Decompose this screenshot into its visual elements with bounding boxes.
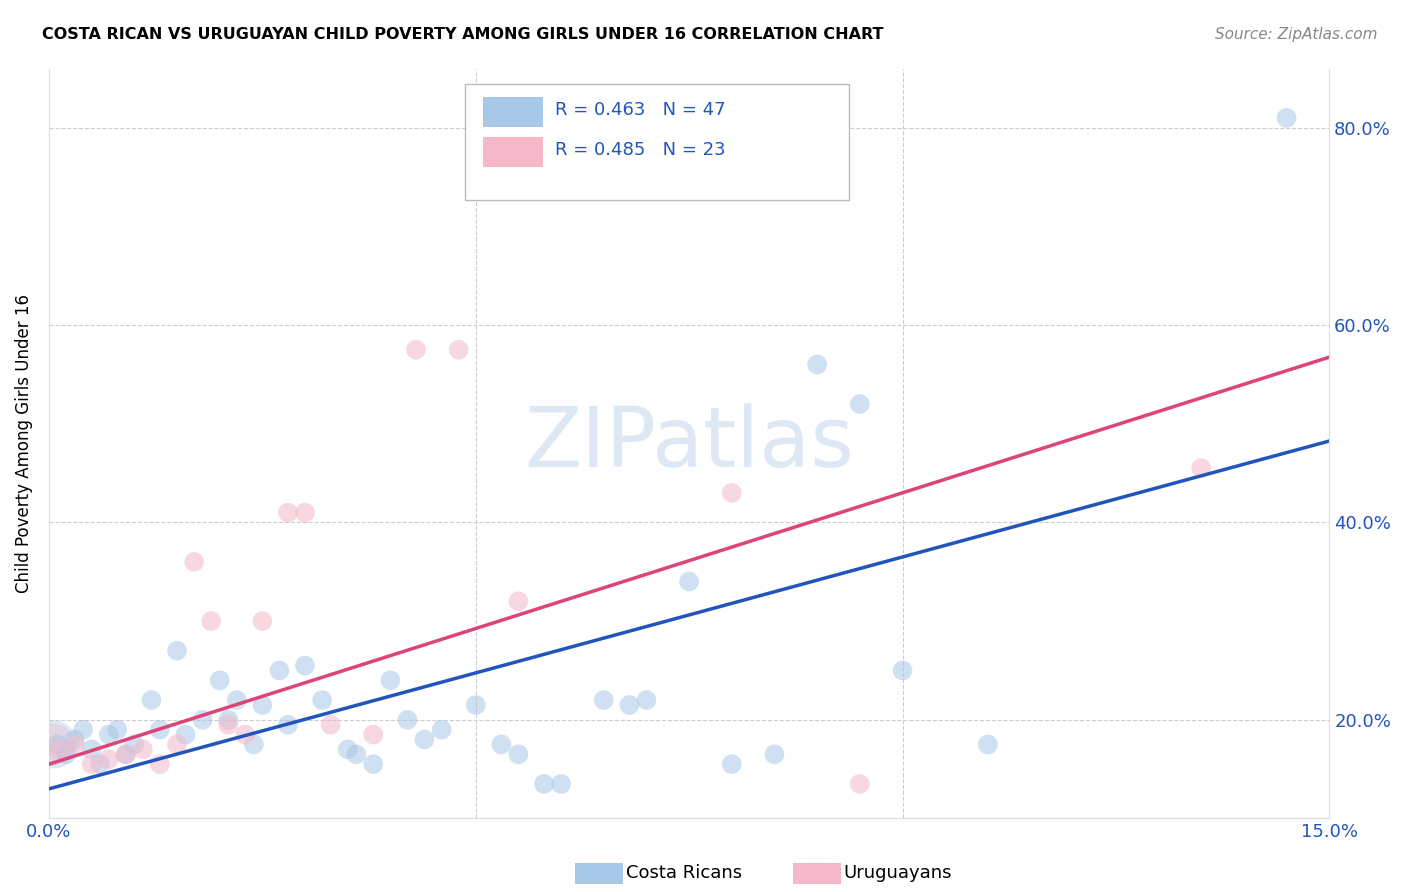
Point [763,747,786,762]
Point [132,742,155,756]
Point [977,738,1000,752]
Point [1275,111,1298,125]
Point [294,506,316,520]
Point [592,693,614,707]
Point [124,738,146,752]
Point [491,738,513,752]
FancyBboxPatch shape [465,84,849,200]
Point [105,723,128,737]
Point [891,664,914,678]
Point [508,747,530,762]
Point [149,723,172,737]
Point [678,574,700,589]
Point [63,732,86,747]
Point [277,717,299,731]
Point [200,614,222,628]
Point [42,738,65,752]
Point [380,673,402,688]
Point [806,358,828,372]
Point [46,742,69,756]
Point [849,397,872,411]
Point [114,747,136,762]
Point [252,698,274,712]
Y-axis label: Child Poverty Among Girls Under 16: Child Poverty Among Girls Under 16 [15,294,32,593]
Text: COSTA RICAN VS URUGUAYAN CHILD POVERTY AMONG GIRLS UNDER 16 CORRELATION CHART: COSTA RICAN VS URUGUAYAN CHILD POVERTY A… [42,27,884,42]
Point [405,343,427,357]
Point [396,713,419,727]
Text: R = 0.463   N = 47: R = 0.463 N = 47 [555,101,725,119]
Point [619,698,641,712]
Text: Uruguayans: Uruguayans [844,864,952,882]
Point [233,728,256,742]
Text: ZIPatlas: ZIPatlas [524,403,853,484]
Point [277,506,299,520]
Point [80,742,103,756]
Point [191,713,214,727]
Point [363,757,385,772]
Point [336,742,359,756]
FancyBboxPatch shape [484,97,543,127]
Point [166,643,188,657]
Point [42,738,65,752]
Point [97,752,120,766]
Point [217,717,239,731]
Point [252,614,274,628]
Point [243,738,266,752]
Point [183,555,205,569]
Point [319,717,342,731]
Point [294,658,316,673]
Point [166,738,188,752]
Point [363,728,385,742]
Point [1189,461,1212,475]
Point [311,693,333,707]
Point [174,728,197,742]
FancyBboxPatch shape [484,136,543,167]
Point [447,343,470,357]
Point [849,777,872,791]
Point [430,723,453,737]
Point [344,747,367,762]
Point [46,738,69,752]
Point [464,698,486,712]
Point [413,732,436,747]
Point [225,693,247,707]
Point [97,728,120,742]
Point [63,738,86,752]
Point [720,485,742,500]
Point [141,693,163,707]
Point [533,777,555,791]
Point [80,757,103,772]
Point [217,713,239,727]
Point [269,664,291,678]
Point [636,693,658,707]
Point [55,747,77,762]
Text: R = 0.485   N = 23: R = 0.485 N = 23 [555,141,725,159]
Point [208,673,231,688]
Point [114,747,136,762]
Point [720,757,742,772]
Point [508,594,530,608]
Text: Source: ZipAtlas.com: Source: ZipAtlas.com [1215,27,1378,42]
Point [149,757,172,772]
Text: Costa Ricans: Costa Ricans [626,864,742,882]
Point [72,723,94,737]
Point [550,777,572,791]
Point [89,757,111,772]
